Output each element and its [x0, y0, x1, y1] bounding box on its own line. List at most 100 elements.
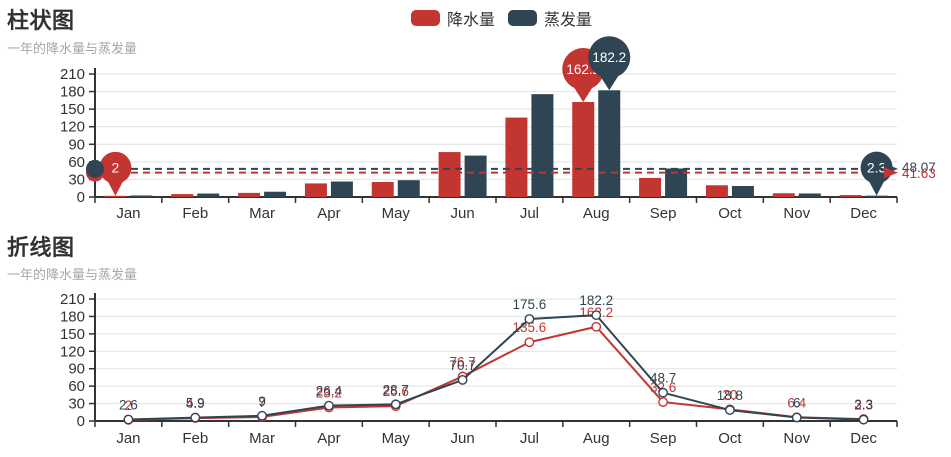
point-label: 2.6	[119, 397, 138, 412]
line-point-evaporation[interactable]	[658, 387, 668, 398]
point-label: 25.6	[383, 384, 409, 399]
legend-item-precipitation[interactable]: 降水量	[411, 6, 495, 30]
bar-evaporation[interactable]	[865, 195, 888, 197]
bar-precipitation[interactable]	[438, 152, 461, 197]
bar-precipitation[interactable]	[371, 182, 394, 197]
point-label: 3.3	[854, 397, 873, 412]
mark-pin-label: 2.3	[867, 159, 887, 175]
point-label: 2.3	[854, 398, 873, 413]
bar-evaporation[interactable]	[464, 155, 487, 197]
y-axis-label: 120	[60, 343, 85, 360]
average-line-label-evaporation: 48.07	[902, 160, 936, 175]
bar-evaporation[interactable]	[197, 193, 220, 197]
average-line-start-circle-evaporation	[86, 159, 104, 178]
y-axis-label: 30	[68, 396, 85, 413]
bar-evaporation[interactable]	[397, 180, 420, 197]
line-point-precipitation[interactable]	[524, 337, 535, 348]
bar-precipitation[interactable]	[104, 195, 127, 197]
point-label: 76.7	[449, 354, 475, 369]
bar-evaporation[interactable]	[264, 191, 287, 197]
x-axis-label: Aug	[583, 205, 610, 222]
legend-swatch-evaporation	[508, 10, 538, 26]
bar-evaporation[interactable]	[130, 195, 153, 197]
line-point-precipitation[interactable]	[658, 397, 668, 407]
y-axis-label: 120	[60, 119, 85, 136]
bar-evaporation[interactable]	[665, 168, 688, 197]
x-axis-label: Aug	[583, 430, 610, 447]
line-point-evaporation[interactable]	[524, 314, 535, 324]
line-point-evaporation[interactable]	[791, 412, 802, 423]
point-label: 23.2	[316, 386, 342, 401]
mark-pin	[588, 36, 631, 79]
x-axis-label: Jul	[520, 430, 539, 447]
line-point-evaporation[interactable]	[257, 410, 267, 421]
point-label: 18.8	[717, 388, 743, 403]
bar-evaporation[interactable]	[731, 185, 754, 197]
point-label: 135.6	[513, 320, 547, 335]
bar-chart-subtitle: 一年的降水量与蒸发量	[7, 41, 138, 56]
y-axis-label: 150	[60, 101, 85, 118]
bar-precipitation[interactable]	[772, 193, 795, 197]
line-point-evaporation[interactable]	[858, 414, 869, 425]
mark-pin-tail	[106, 179, 125, 196]
x-axis-label: Sep	[650, 430, 677, 447]
point-label: 9	[258, 394, 266, 409]
line-chart-title: 折线图	[7, 235, 75, 260]
point-label: 4.9	[186, 396, 205, 411]
point-label: 28.7	[383, 382, 409, 397]
point-label: 6.4	[787, 395, 806, 410]
x-axis-label: May	[382, 430, 411, 447]
bar-evaporation[interactable]	[531, 94, 554, 197]
point-label: 20	[722, 387, 737, 402]
y-axis-label: 90	[68, 361, 85, 378]
line-point-precipitation[interactable]	[591, 321, 602, 332]
bar-evaporation[interactable]	[798, 193, 821, 197]
point-label: 26.4	[316, 384, 343, 399]
bar-precipitation[interactable]	[572, 101, 595, 197]
point-label: 182.2	[579, 293, 613, 308]
line-point-evaporation[interactable]	[123, 414, 134, 425]
x-axis-label: Dec	[850, 205, 877, 222]
point-label: 5.9	[186, 396, 205, 411]
line-point-evaporation[interactable]	[390, 399, 401, 410]
y-axis-label: 60	[68, 154, 85, 171]
line-precipitation	[128, 325, 864, 421]
mark-pin	[99, 151, 132, 184]
bar-evaporation[interactable]	[330, 181, 353, 197]
line-point-evaporation[interactable]	[190, 412, 201, 423]
bar-precipitation[interactable]	[505, 117, 528, 197]
y-axis-label: 180	[60, 84, 85, 101]
x-axis-label: Jan	[116, 205, 140, 222]
line-point-evaporation[interactable]	[725, 405, 735, 415]
point-label: 6	[793, 396, 801, 411]
bar-precipitation[interactable]	[304, 183, 327, 197]
line-point-evaporation[interactable]	[457, 375, 468, 385]
bar-evaporation[interactable]	[598, 90, 621, 197]
bar-precipitation[interactable]	[171, 194, 194, 197]
x-axis-label: Mar	[249, 205, 275, 222]
line-point-evaporation[interactable]	[324, 400, 334, 411]
bar-precipitation[interactable]	[839, 195, 862, 197]
bar-precipitation[interactable]	[705, 185, 728, 197]
x-axis-label: Jun	[450, 430, 474, 447]
x-axis-label: Feb	[182, 430, 208, 447]
x-axis-label: Nov	[783, 205, 810, 222]
bar-precipitation[interactable]	[238, 192, 261, 197]
x-axis-label: Nov	[783, 430, 810, 447]
y-axis-label: 30	[68, 171, 85, 188]
y-axis-label: 90	[68, 136, 85, 153]
legend-label: 蒸发量	[544, 12, 593, 29]
legend: 降水量 蒸发量	[411, 6, 592, 30]
y-axis-label: 210	[60, 291, 85, 308]
y-axis-label: 60	[68, 378, 85, 395]
average-line-arrow-precipitation	[884, 167, 898, 179]
line-point-evaporation[interactable]	[591, 310, 602, 321]
legend-item-evaporation[interactable]: 蒸发量	[508, 6, 592, 30]
bar-precipitation[interactable]	[639, 177, 662, 197]
point-label: 175.6	[513, 297, 547, 312]
x-axis-label: Oct	[718, 205, 742, 222]
y-axis-label: 150	[60, 326, 85, 343]
